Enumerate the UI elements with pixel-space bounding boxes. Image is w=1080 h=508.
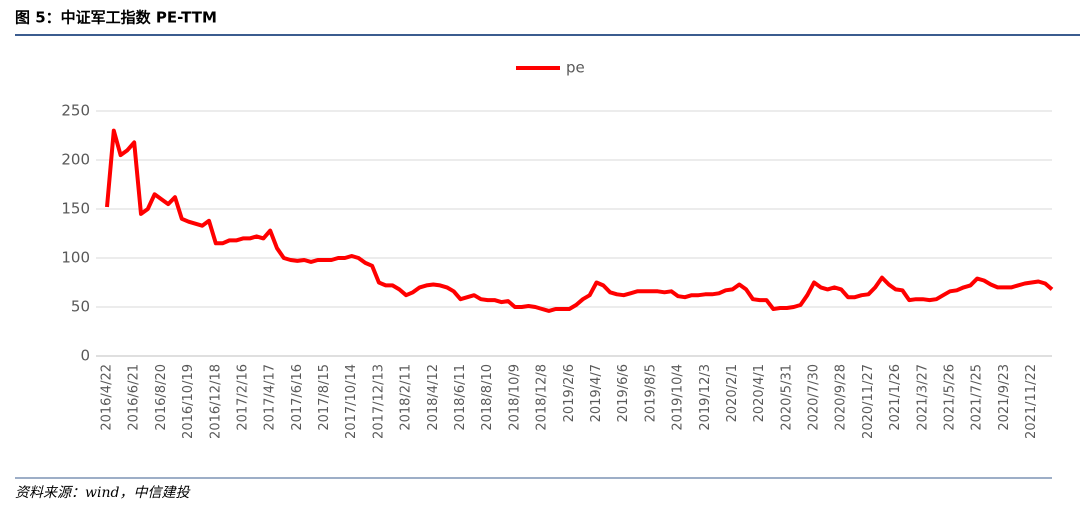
x-tick-label: 2020/9/28 [834, 364, 849, 431]
x-tick-label: 2016/10/19 [181, 364, 196, 439]
x-tick-label: 2020/4/1 [752, 364, 767, 422]
x-tick-label: 2019/8/5 [643, 364, 658, 422]
x-tick-label: 2019/4/7 [589, 364, 604, 422]
x-tick-label: 2019/2/6 [562, 364, 577, 422]
legend-label: pe [566, 59, 585, 77]
x-tick-label: 2020/11/27 [861, 364, 876, 439]
x-tick-label: 2019/10/4 [671, 364, 686, 431]
x-tick-label: 2018/6/11 [453, 364, 468, 431]
x-tick-label: 2017/6/16 [290, 364, 305, 431]
x-tick-label: 2021/11/22 [1024, 364, 1039, 439]
x-tick-label: 2017/8/15 [317, 364, 332, 431]
y-tick-label: 50 [71, 298, 90, 316]
x-tick-label: 2018/10/9 [507, 364, 522, 431]
x-tick-label: 2021/5/26 [943, 364, 958, 431]
y-tick-label: 150 [61, 200, 90, 218]
x-tick-label: 2016/6/21 [127, 364, 142, 431]
x-tick-label: 2020/7/30 [807, 364, 822, 431]
x-tick-label: 2016/8/20 [154, 364, 169, 431]
x-tick-label: 2019/6/6 [616, 364, 631, 422]
x-tick-label: 2017/4/17 [263, 364, 278, 431]
x-tick-label: 2021/7/25 [970, 364, 985, 431]
x-tick-label: 2016/12/18 [208, 364, 223, 439]
x-tick-label: 2018/8/10 [480, 364, 495, 431]
x-tick-label: 2017/12/13 [371, 364, 386, 439]
figure-title: 图 5：中证军工指数 PE-TTM [15, 9, 217, 27]
y-tick-label: 200 [61, 151, 90, 169]
x-tick-label: 2017/2/16 [235, 364, 250, 431]
x-tick-label: 2021/9/23 [997, 364, 1012, 431]
x-tick-label: 2018/4/12 [426, 364, 441, 431]
y-tick-label: 100 [61, 249, 90, 267]
x-tick-label: 2021/3/27 [915, 364, 930, 431]
x-tick-label: 2019/12/3 [698, 364, 713, 431]
x-tick-label: 2018/12/8 [535, 364, 550, 431]
x-tick-label: 2018/2/11 [399, 364, 414, 431]
x-tick-label: 2016/4/22 [100, 364, 115, 431]
x-tick-label: 2020/2/1 [725, 364, 740, 422]
pe-line [105, 128, 1054, 313]
y-tick-label: 250 [61, 102, 90, 120]
source-note: 资料来源：wind，中信建投 [15, 485, 191, 501]
x-tick-label: 2017/10/14 [344, 364, 359, 439]
x-tick-label: 2020/5/31 [779, 364, 794, 431]
y-tick-label: 0 [80, 347, 90, 365]
x-tick-label: 2021/1/26 [888, 364, 903, 431]
